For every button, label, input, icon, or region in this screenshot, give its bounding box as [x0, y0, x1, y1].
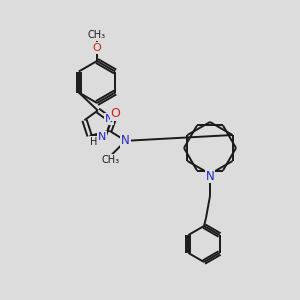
Text: N: N — [206, 169, 214, 182]
Text: N: N — [105, 114, 113, 124]
Text: N: N — [121, 134, 130, 147]
Text: N: N — [98, 132, 106, 142]
Text: O: O — [93, 43, 101, 53]
Text: CH₃: CH₃ — [101, 155, 120, 165]
Text: CH₃: CH₃ — [88, 30, 106, 40]
Text: O: O — [111, 107, 121, 120]
Text: H: H — [90, 137, 98, 147]
